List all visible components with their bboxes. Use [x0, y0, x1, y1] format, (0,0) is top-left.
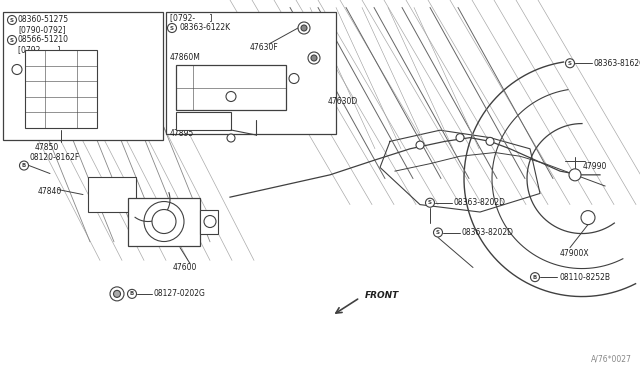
Text: 47850: 47850: [35, 144, 60, 153]
Circle shape: [227, 134, 235, 142]
Text: 08363-6122K: 08363-6122K: [179, 23, 230, 32]
Text: 47840: 47840: [38, 187, 62, 196]
Text: 08363-8162G: 08363-8162G: [594, 59, 640, 68]
Text: 47860M: 47860M: [170, 54, 201, 62]
Text: [0792-      ]: [0792- ]: [170, 13, 212, 22]
Circle shape: [298, 22, 310, 34]
Circle shape: [426, 198, 435, 207]
Circle shape: [486, 137, 494, 145]
Circle shape: [433, 228, 442, 237]
Circle shape: [569, 169, 581, 181]
Circle shape: [416, 141, 424, 149]
Circle shape: [113, 291, 120, 297]
Circle shape: [168, 23, 177, 32]
Text: 08120-8162F: 08120-8162F: [30, 153, 80, 162]
Text: S: S: [10, 38, 14, 42]
Circle shape: [566, 59, 575, 68]
Text: 47600: 47600: [173, 263, 197, 272]
Bar: [3, 12, 163, 140]
Circle shape: [110, 287, 124, 301]
Bar: [200, 209, 218, 234]
Circle shape: [226, 92, 236, 102]
Text: 47630F: 47630F: [250, 42, 279, 51]
Circle shape: [308, 52, 320, 64]
Text: S: S: [568, 61, 572, 66]
Text: 08110-8252B: 08110-8252B: [559, 273, 610, 282]
Text: FRONT: FRONT: [365, 291, 399, 300]
Text: [0790-0792]: [0790-0792]: [18, 26, 66, 35]
Circle shape: [456, 134, 464, 142]
Circle shape: [8, 16, 17, 25]
Text: 08363-8202D: 08363-8202D: [454, 198, 506, 207]
Circle shape: [127, 289, 136, 298]
Text: S: S: [428, 200, 432, 205]
Bar: [166, 12, 336, 134]
Text: 08360-51275: 08360-51275: [18, 16, 69, 25]
Text: 47990: 47990: [583, 162, 607, 171]
Bar: [176, 112, 231, 130]
Text: B: B: [130, 291, 134, 296]
Bar: [25, 50, 97, 128]
Circle shape: [289, 74, 299, 83]
Text: S: S: [10, 17, 14, 22]
Circle shape: [19, 161, 29, 170]
Circle shape: [301, 25, 307, 31]
Text: S: S: [436, 230, 440, 235]
Text: S: S: [170, 26, 174, 31]
Circle shape: [8, 35, 17, 45]
Circle shape: [144, 202, 184, 241]
Text: 08363-8202D: 08363-8202D: [462, 228, 514, 237]
Bar: [128, 198, 200, 246]
Text: 08127-0202G: 08127-0202G: [154, 289, 206, 298]
Text: 08566-51210: 08566-51210: [18, 35, 69, 45]
Circle shape: [204, 215, 216, 228]
Text: A/76*0027: A/76*0027: [591, 355, 632, 364]
Text: 47630D: 47630D: [328, 96, 358, 106]
Text: 47900X: 47900X: [560, 249, 589, 258]
Circle shape: [581, 211, 595, 225]
Bar: [88, 177, 136, 212]
Circle shape: [152, 209, 176, 234]
Circle shape: [311, 55, 317, 61]
Circle shape: [531, 273, 540, 282]
Text: B: B: [22, 163, 26, 168]
Bar: [176, 65, 286, 110]
Text: [0792-      ]: [0792- ]: [18, 45, 60, 55]
Circle shape: [12, 64, 22, 74]
Text: B: B: [533, 275, 537, 280]
Text: 47895: 47895: [170, 129, 195, 138]
